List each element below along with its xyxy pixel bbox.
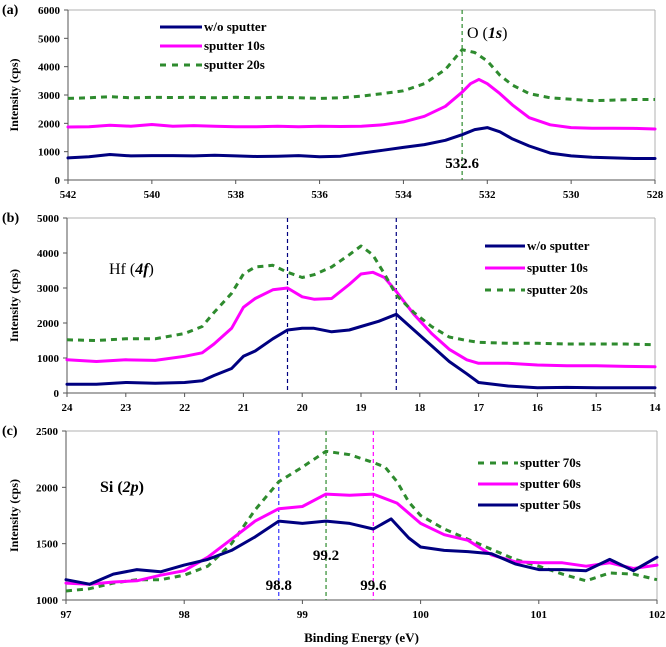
- peak-annotation: 532.6: [445, 156, 479, 172]
- title-orbital: 1s: [488, 25, 502, 42]
- x-tick-label: 530: [563, 189, 580, 201]
- x-tick-label: 98: [179, 609, 191, 621]
- y-tick-label: 1500: [36, 539, 59, 551]
- y-tick-label: 1000: [38, 147, 61, 159]
- legend: w/o sputter sputter 10s sputter 20s: [160, 19, 267, 72]
- legend-entry: sputter 20s: [204, 57, 265, 72]
- panel-a: 0 1000 2000 3000 4000 5000 6000 542 540 538 536 534…: [2, 3, 664, 201]
- y-tick-label: 1000: [36, 595, 59, 607]
- title-close: ): [502, 25, 507, 42]
- x-tick-label: 15: [591, 402, 603, 414]
- y-tick-label: 3000: [38, 90, 61, 102]
- series-line-sputter-20s: [66, 244, 656, 347]
- series-line-sputter-10s: [66, 77, 657, 131]
- title-element: O (: [467, 25, 488, 42]
- y-tick-label: 5000: [38, 33, 61, 45]
- series-line-sputter-60s: [64, 492, 659, 586]
- x-tick-label: 540: [144, 189, 161, 201]
- peak-annotation: 98.8: [266, 578, 292, 594]
- x-tick-label: 528: [647, 189, 664, 201]
- y-tick-label: 1000: [37, 353, 60, 365]
- x-axis-label: Binding Energy (eV): [304, 630, 419, 645]
- series-line-w-o-sputter: [66, 126, 657, 160]
- x-tick-label: 101: [531, 609, 548, 621]
- legend-entry: sputter 60s: [520, 476, 581, 491]
- element-title: Si (2p): [100, 479, 144, 496]
- title-orbital: 2p: [122, 479, 139, 496]
- x-tick-label: 536: [311, 189, 328, 201]
- y-tick-label: 4000: [38, 62, 61, 74]
- legend: w/o sputter sputter 10s sputter 20s: [485, 238, 590, 297]
- panel-b: 0 1000 2000 3000 4000 5000 24 23 22 21 20 19 18 17 16 1…: [2, 211, 661, 414]
- y-tick-label: 5000: [37, 213, 60, 225]
- x-tick-label: 534: [395, 189, 412, 201]
- x-tick-label: 20: [297, 402, 309, 414]
- legend-entry: w/o sputter: [527, 238, 590, 253]
- x-tick-label: 23: [120, 402, 132, 414]
- y-axis-label: Intensity (cps): [7, 269, 21, 342]
- series-line-sputter-10s: [65, 270, 657, 369]
- x-tick-label: 17: [473, 402, 485, 414]
- x-tick-label: 14: [650, 402, 662, 414]
- x-tick-label: 99: [297, 609, 309, 621]
- legend-entry: sputter 10s: [527, 260, 588, 275]
- y-tick-label: 6000: [38, 5, 61, 17]
- x-tick-label: 538: [227, 189, 244, 201]
- x-tick-label: 24: [62, 402, 74, 414]
- y-tick-label: 2000: [38, 118, 61, 130]
- x-tick-label: 542: [60, 189, 77, 201]
- x-tick-label: 100: [412, 609, 429, 621]
- title-element: Si (: [100, 479, 123, 496]
- x-tick-label: 19: [356, 402, 368, 414]
- peak-annotation: 99.2: [313, 548, 339, 564]
- x-tick-label: 97: [61, 609, 73, 621]
- x-tick-label: 18: [414, 402, 426, 414]
- y-axis-label: Intensity (cps): [7, 58, 21, 131]
- legend-entry: w/o sputter: [204, 19, 267, 34]
- x-tick-label: 102: [649, 609, 666, 621]
- series-line-sputter-20s: [67, 48, 655, 103]
- legend-entry: sputter 50s: [520, 497, 581, 512]
- y-tick-label: 2000: [37, 318, 60, 330]
- series-line-sputter-50s: [64, 517, 659, 586]
- x-tick-label: 16: [532, 402, 544, 414]
- panel-label: (a): [2, 3, 19, 18]
- series-line-w-o-sputter: [65, 312, 657, 390]
- y-tick-label: 4000: [37, 248, 60, 260]
- y-tick-label: 0: [55, 175, 61, 187]
- title-close: ): [149, 261, 154, 278]
- x-tick-label: 532: [479, 189, 496, 201]
- panel-c: 1000 1500 2000 2500 97 98 99 100 101 102 Intensity…: [2, 424, 666, 645]
- element-title: O (1s): [467, 25, 507, 42]
- y-axis-label: Intensity (cps): [7, 479, 21, 552]
- panel-label: (c): [2, 424, 18, 439]
- title-element: Hf (: [109, 261, 135, 278]
- peak-annotation: 99.6: [360, 578, 387, 594]
- legend-entry: sputter 70s: [520, 455, 581, 470]
- element-title: Hf (4f): [109, 261, 154, 278]
- title-orbital: 4f: [134, 261, 150, 278]
- legend-entry: sputter 20s: [527, 282, 588, 297]
- y-tick-label: 0: [54, 388, 60, 400]
- y-tick-label: 3000: [37, 283, 60, 295]
- panel-label: (b): [2, 211, 19, 226]
- x-tick-label: 22: [179, 402, 191, 414]
- y-tick-label: 2500: [36, 426, 59, 438]
- x-tick-label: 21: [238, 402, 249, 414]
- legend-entry: sputter 10s: [204, 38, 265, 53]
- legend: sputter 70s sputter 60s sputter 50s: [478, 455, 581, 512]
- title-close: ): [139, 479, 144, 496]
- y-tick-label: 2000: [36, 482, 59, 494]
